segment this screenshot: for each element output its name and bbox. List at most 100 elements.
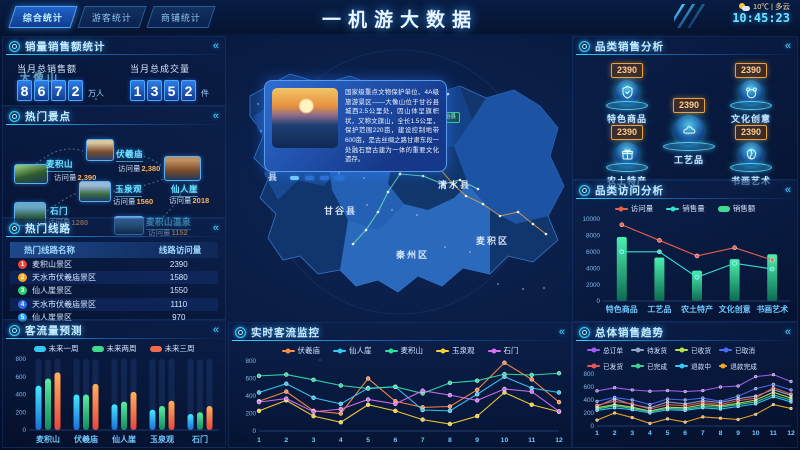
spot-visits: 访问量2,380 — [118, 164, 161, 173]
route-name: 麦积山景区 — [32, 260, 72, 270]
legend-未来一周[interactable]: 未来一周 — [33, 343, 79, 354]
legend-销售量[interactable]: 销售量 — [666, 203, 705, 214]
legend-待发货[interactable]: 待发货 — [631, 345, 669, 355]
panel-title: 总体销售趋势 — [595, 326, 664, 339]
legend-已取消[interactable]: 已取消 — [719, 345, 757, 355]
category-item-特色商品[interactable]: 2390 特色商品 — [595, 60, 659, 125]
spot-name[interactable]: 仙人崖 — [171, 183, 199, 197]
legend-总订单[interactable]: 总订单 — [587, 345, 625, 355]
spot-name[interactable]: 伏羲庙 — [116, 148, 144, 162]
legend-仙人崖[interactable]: 仙人崖 — [333, 345, 372, 356]
svg-text:特色商品: 特色商品 — [606, 304, 638, 314]
district-label-麦积区: 麦积区 — [476, 235, 509, 246]
collapse-icon[interactable]: « — [212, 323, 219, 336]
spot-photo[interactable] — [14, 164, 48, 184]
collapse-icon[interactable]: « — [212, 221, 219, 234]
spot-name[interactable]: 麦积山 — [46, 158, 74, 172]
category-item-农土特产[interactable]: 2390农土特产 — [595, 122, 659, 187]
collapse-icon[interactable]: « — [784, 39, 791, 52]
legend-访问量[interactable]: 访问量 — [614, 203, 654, 214]
bar-石门-未来三周 — [206, 406, 213, 430]
attraction-info-card[interactable]: 国家级重点文物保护单位、4A级旅游景区——大像山位于甘谷县城西2.5公里处，因山… — [264, 80, 447, 172]
collapse-icon[interactable]: « — [212, 109, 219, 122]
svg-text:7: 7 — [421, 437, 425, 444]
legend-已发货[interactable]: 已发货 — [587, 361, 625, 371]
collapse-icon[interactable]: « — [212, 39, 219, 52]
spot-photo[interactable] — [164, 156, 201, 181]
legend-label: 访问量 — [630, 204, 654, 213]
legend-销售额[interactable]: 销售额 — [717, 203, 755, 214]
legend-玉泉观[interactable]: 玉泉观 — [436, 345, 475, 356]
legend-swatch — [384, 348, 398, 353]
bar-书画艺术 — [767, 254, 778, 301]
legend-未来两周[interactable]: 未来两周 — [91, 343, 137, 354]
spot-photo[interactable] — [79, 181, 111, 202]
table-row[interactable]: 2 天水市伏羲庙景区 1580 — [10, 271, 218, 285]
legend-dot — [635, 363, 640, 369]
legend-已收货[interactable]: 已收货 — [675, 345, 713, 355]
spot-name[interactable]: 玉泉观 — [115, 183, 143, 197]
collapse-icon[interactable]: « — [558, 325, 565, 338]
legend-麦积山[interactable]: 麦积山 — [384, 345, 423, 356]
legend-dot — [670, 206, 676, 211]
table-row[interactable]: 4 天水市伏羲庙景区 1110 — [10, 297, 218, 311]
forecast-bar-chart[interactable]: 0 200 400 600 800 麦积山 伏羲庙 仙人崖 玉泉观 石门 — [3, 354, 227, 446]
legend-swatch — [91, 345, 104, 352]
spot-photo[interactable] — [86, 139, 114, 161]
county-east[interactable] — [454, 90, 564, 224]
legend-退款完成[interactable]: 退款完成 — [719, 361, 757, 371]
category-item-书画艺术[interactable]: 2390书画艺术 — [719, 122, 783, 187]
legend-退款中[interactable]: 退款中 — [675, 361, 713, 371]
svg-text:600: 600 — [245, 376, 256, 383]
route-name-cell: 5 仙人崖景区 — [10, 312, 140, 323]
collapse-icon[interactable]: « — [784, 325, 791, 338]
trend-legend: 总订单 待发货 已收货 已取消已发货 已完成 退款中 退款完成 — [573, 341, 797, 371]
legend-已完成[interactable]: 已完成 — [631, 361, 669, 371]
bar-农土特产 — [692, 270, 702, 301]
panel-icon — [9, 222, 20, 234]
category-item-文化创意[interactable]: 2390 文化创意 — [719, 60, 783, 125]
legend-swatch — [719, 347, 732, 353]
svg-text:6: 6 — [683, 430, 687, 437]
svg-text:8000: 8000 — [586, 233, 601, 240]
route-name: 天水市伏羲庙景区 — [32, 273, 96, 283]
bar-文化创意 — [729, 259, 740, 301]
card-pagination[interactable] — [290, 176, 344, 180]
region-map[interactable]: 武山县甘谷县秦安县清水县秦州区麦积区 — [228, 34, 572, 324]
table-row[interactable]: 1 麦积山景区 2390 — [10, 258, 218, 271]
legend-未来三周[interactable]: 未来三周 — [149, 343, 195, 354]
legend-dot — [720, 363, 726, 369]
legend-石门[interactable]: 石门 — [487, 345, 519, 356]
category-item-工艺品[interactable]: 2390 工艺品 — [657, 95, 721, 166]
table-row[interactable]: 5 仙人崖景区 970 — [10, 311, 218, 324]
legend-label: 仙人崖 — [349, 346, 372, 355]
svg-text:1: 1 — [257, 437, 261, 444]
bar-玉泉观-未来两周 — [159, 406, 165, 430]
svg-text:0: 0 — [596, 298, 600, 305]
legend-dot — [635, 347, 640, 353]
legend-label: 未来两周 — [106, 344, 137, 353]
bar-麦积山-未来三周 — [54, 372, 61, 430]
bar-特色商品 — [616, 237, 627, 301]
category-visits-chart[interactable]: 0 2000 4000 6000 8000 10000 特色商品 工艺品 农土特产 文化创意 书画艺… — [573, 214, 799, 316]
category-value-badge: 2390 — [734, 63, 768, 78]
svg-text:6000: 6000 — [586, 249, 601, 256]
table-row[interactable]: 3 仙人崖景区 1550 — [10, 284, 218, 297]
district-label-清水县: 清水县 — [438, 179, 471, 190]
svg-text:3: 3 — [630, 430, 634, 437]
svg-text:4: 4 — [339, 437, 343, 444]
digit-box: 6 — [34, 80, 49, 101]
collapse-icon[interactable]: « — [784, 183, 791, 196]
legend-dot — [337, 348, 342, 353]
legend-label: 退款中 — [691, 364, 712, 371]
forecast-legend: 未来一周 未来两周 未来三周 — [3, 339, 225, 354]
bar-工艺品 — [654, 257, 665, 301]
rank-badge: 1 — [18, 260, 27, 270]
county-south[interactable] — [340, 184, 490, 292]
district-label-甘谷县: 甘谷县 — [324, 205, 357, 216]
legend-伏羲庙[interactable]: 伏羲庙 — [281, 345, 320, 356]
